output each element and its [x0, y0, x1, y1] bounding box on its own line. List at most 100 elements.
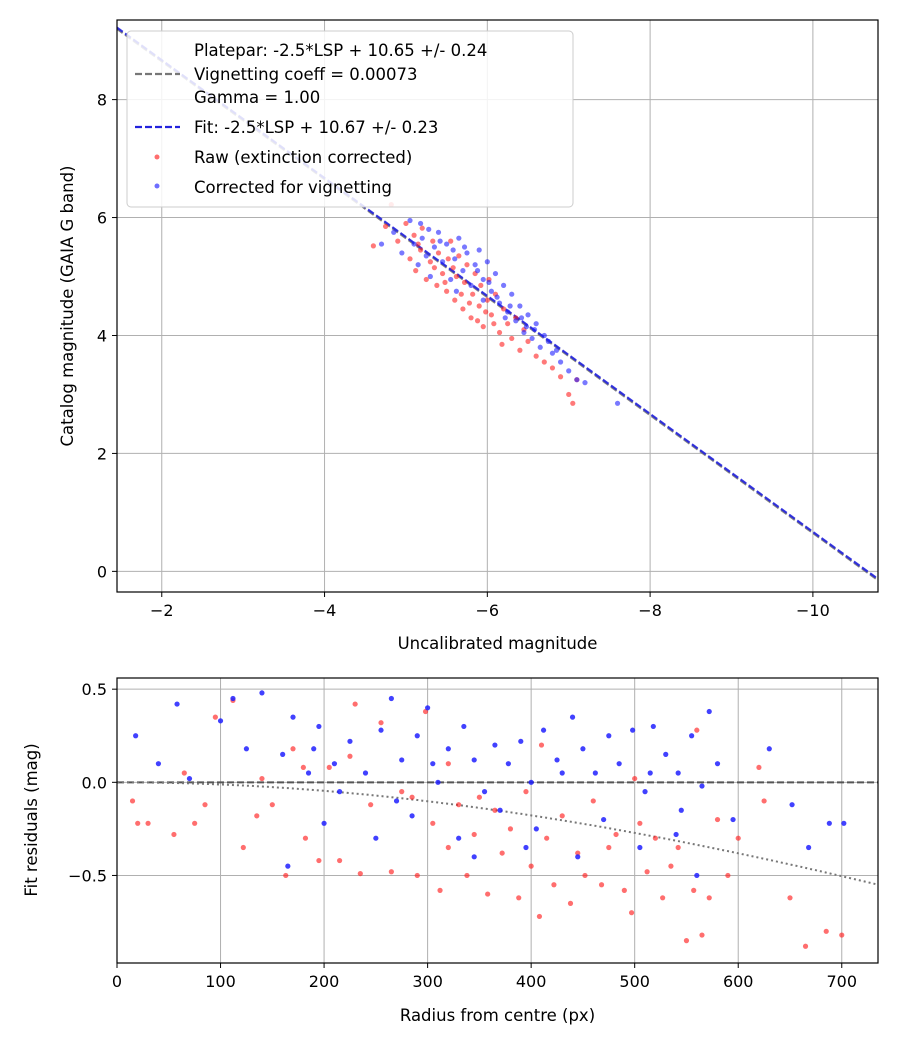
corrected-residual-point [714, 761, 721, 767]
corrected-residual-point [540, 727, 547, 733]
corrected-residual-point [706, 708, 712, 715]
bottom-x-ticks: 0 100 200 300 400 500 600 700 [112, 963, 857, 991]
raw-point [450, 265, 456, 271]
raw-residual-point [516, 895, 522, 901]
corrected-residual-point [259, 690, 265, 696]
raw-point [370, 243, 376, 249]
raw-residual-point [471, 831, 477, 838]
corrected-point [492, 270, 499, 277]
raw-residual-point [300, 764, 306, 771]
corrected-point [513, 318, 519, 324]
corrected-point [529, 335, 535, 342]
corrected-residual-point [766, 746, 772, 752]
raw-point [427, 259, 433, 265]
corrected-residual-point [321, 820, 327, 826]
raw-residual-point [632, 775, 638, 782]
raw-point [417, 247, 424, 253]
raw-point [411, 232, 417, 238]
corrected-point [484, 259, 490, 265]
raw-point [430, 238, 436, 244]
raw-point [557, 374, 564, 380]
corrected-residual-point [280, 751, 286, 757]
corrected-residual-point [155, 761, 162, 767]
top-x-tick-label: −6 [476, 601, 500, 620]
raw-point [470, 291, 476, 297]
raw-residual-point [523, 789, 529, 795]
raw-point [483, 309, 489, 315]
corrected-residual-point [430, 761, 436, 767]
corrected-residual-point [841, 820, 847, 826]
raw-residual-point [347, 753, 353, 759]
corrected-residual-point [378, 727, 384, 733]
raw-point [458, 291, 464, 297]
corrected-point [531, 326, 538, 333]
raw-residual-point [316, 857, 322, 864]
raw-residual-point [699, 932, 705, 938]
raw-residual-point [181, 770, 187, 776]
corrected-residual-point [481, 789, 488, 795]
corrected-point [541, 332, 547, 339]
corrected-residual-point [347, 738, 353, 744]
corrected-residual-point [461, 723, 467, 730]
raw-point [509, 335, 515, 342]
raw-residual-point [507, 826, 514, 832]
raw-residual-point [528, 863, 534, 869]
legend-vignetting-label: Vignetting coeff = 0.00073 [194, 65, 418, 84]
raw-point [444, 288, 450, 294]
corrected-residual-point [528, 779, 534, 785]
raw-point [435, 250, 442, 256]
corrected-point [480, 297, 486, 303]
corrected-residual-point [393, 798, 400, 804]
corrected-point [501, 282, 507, 288]
corrected-point [391, 229, 397, 235]
legend-corrected-label: Corrected for vignetting [194, 178, 392, 197]
raw-residual-point [445, 761, 451, 767]
raw-residual-point [559, 813, 565, 819]
corrected-point [502, 315, 508, 321]
raw-residual-point [388, 869, 394, 875]
raw-point [491, 321, 497, 327]
bottom-y-ticks: 0.5 0.0 −0.5 [68, 680, 117, 885]
raw-residual-point [283, 872, 289, 879]
raw-residual-point [644, 869, 650, 875]
raw-point [488, 312, 494, 318]
bottom-x-tick-label: 200 [309, 972, 340, 991]
bottom-x-tick-label: 100 [205, 972, 236, 991]
corrected-residual-point [789, 802, 795, 808]
corrected-point [557, 359, 564, 365]
bottom-x-tick-label: 0 [112, 972, 122, 991]
raw-residual-point [551, 882, 557, 888]
corrected-residual-point [409, 813, 415, 819]
bottom-axes-frame [116, 677, 879, 964]
corrected-residual-point [523, 844, 529, 851]
top-y-tick-label: 4 [97, 326, 107, 345]
raw-residual-point [606, 844, 612, 851]
corrected-point [566, 368, 572, 374]
corrected-point [614, 400, 621, 406]
raw-point [448, 238, 454, 244]
bottom-x-tick-label: 500 [619, 972, 650, 991]
raw-residual-point [212, 714, 218, 720]
raw-residual-point [691, 887, 697, 893]
corrected-residual-point [311, 746, 317, 752]
raw-residual-point [706, 895, 712, 901]
raw-point [395, 238, 401, 244]
corrected-point [468, 282, 474, 288]
raw-residual-point [254, 813, 260, 819]
raw-point [456, 253, 462, 259]
raw-point [442, 279, 448, 286]
top-y-ticks: 0 2 4 6 8 [97, 91, 117, 581]
corrected-point [505, 309, 511, 315]
raw-point [517, 347, 523, 353]
raw-residual-point [259, 775, 265, 782]
corrected-residual-point [730, 816, 736, 823]
corrected-point [435, 229, 442, 235]
corrected-residual-point [678, 807, 684, 813]
corrected-residual-point [217, 718, 224, 724]
raw-residual-point [567, 900, 574, 906]
corrected-point [549, 350, 556, 356]
raw-point [413, 268, 419, 274]
corrected-residual-point [337, 789, 343, 795]
corrected-residual-point [806, 844, 812, 851]
corrected-point [453, 288, 459, 294]
